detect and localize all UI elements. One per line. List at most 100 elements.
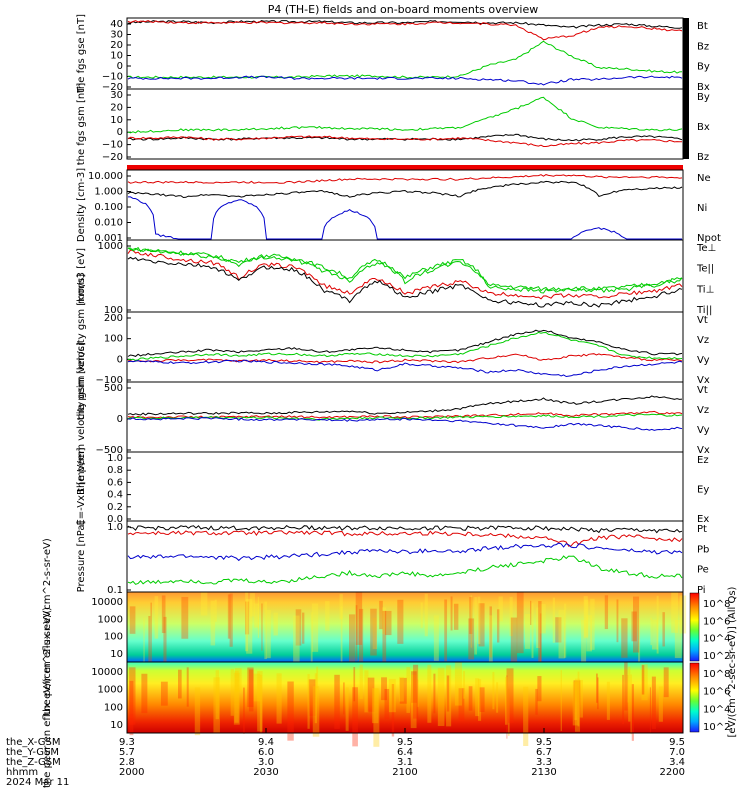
y-tick-label: 1.000 [94,187,123,198]
legend-entry: Ti⊥ [696,284,714,295]
spectrogram-band [497,609,499,642]
spectrogram-band [628,667,630,722]
spectrogram-band [478,597,481,644]
spectrogram-band [201,592,208,615]
series-line-Ti|| [128,248,682,293]
spectrogram-band [215,600,217,622]
spectrogram-band [334,675,340,729]
spectrogram-band [538,601,541,664]
y-tick-label: 0.010 [94,218,123,229]
spectrogram-band [451,596,453,630]
panel-4: 1000 100 mom3 [eV] Te⊥ Te|| Ti⊥ Ti|| [76,240,716,316]
y-tick-label: 500 [104,383,123,394]
spectrogram-band [532,603,534,658]
spectrogram-band [530,601,531,625]
spectrogram-band [454,604,458,630]
series-line-Pe [128,556,682,584]
y-tick-label: 30 [110,30,123,41]
spectrogram-band [316,667,318,689]
spectrogram-band [161,682,168,706]
y-tick-label: 10000 [91,597,123,608]
spectrogram-band [433,674,435,714]
spectrogram-band [659,686,663,721]
colorbar [690,593,699,661]
y-tick-label: 10 [110,51,123,62]
y-tick-label: 1000 [98,241,123,252]
spectrogram-band [447,675,449,711]
legend-entry: Pb [697,544,709,555]
spectrogram-band [130,681,134,735]
spectrogram-band [425,594,428,636]
legend-entry: By [697,62,710,73]
colorbar-label: [eV/(cm^2-sec-sr-eV)] (All Qs) [727,586,738,737]
panel-frame [127,452,683,521]
spectrogram-band [343,682,344,714]
figure-title: P4 (TH-E) fields and on-board moments ov… [268,3,539,16]
y-tick-label: 0.1 [107,585,123,596]
spectrogram-band [617,599,619,642]
x-tick-label: 2200 [660,767,685,778]
legend-entry: Pt [697,524,707,535]
legend-entry: Vy [697,355,710,366]
y-axis-label: E=-VxB [mV/m] [76,447,87,525]
spectrogram-band [231,669,234,716]
series-line-Te⊥ [128,250,682,299]
y-tick-label: 1.0 [107,453,123,464]
spectrogram-band [260,675,262,733]
spectrogram-band [622,675,624,724]
y-tick-label: 0 [117,61,123,72]
series-line-Ni [128,181,682,197]
series-line-Bx [128,134,682,141]
bottom-axis: the_X-GSMthe_Y-GSMthe_Z-GSMhhmm2024 Mar … [6,728,685,788]
legend-entry: Te|| [696,264,714,275]
y-tick-label: 10 [110,115,123,126]
spectrogram-band [480,687,485,712]
spectrogram-band [247,668,253,708]
y-tick-label: 20 [110,102,123,113]
spectrogram-band [187,667,189,706]
spectrogram-band [650,618,652,645]
spectrogram-band [178,670,182,699]
spectrogram-band [370,609,377,656]
spectrogram-band [356,605,358,661]
spectrogram-band [148,616,150,663]
y-tick-label: 1000 [98,614,123,625]
x-tick-label: 2130 [531,767,556,778]
series-line-Pi [128,543,682,560]
y-tick-label: 100 [104,334,123,345]
spectrogram-band [605,595,608,629]
spectrogram-band [607,682,610,720]
spectrogram-band [273,613,277,636]
y-tick-label: 0.100 [94,202,123,213]
spectrogram-band [382,611,386,667]
spectrogram-band [195,687,200,735]
spectrogram-band [671,592,678,633]
y-axis-label: Pressure [nPa] [76,521,87,593]
x-tick-label: 2100 [392,767,417,778]
y-tick-label: 200 [104,313,123,324]
series-line-By [128,97,682,133]
spectrogram-band [553,598,555,643]
y-axis-label: the fgs gse [nT] [76,14,87,93]
spectrogram-band [234,671,238,723]
legend-entry: Bt [697,21,708,32]
panel-frame [127,170,683,240]
y-tick-label: 0.2 [107,502,123,513]
panel-frame [127,312,683,382]
y-tick-label: 10.000 [88,171,123,182]
series-line-Pt [128,526,682,533]
spectrogram-band [211,601,216,646]
series-line-Vt [128,396,682,415]
fill-bar [683,18,689,89]
spectrogram-band [662,612,664,646]
legend-entry: Vy [697,425,710,436]
y-tick-label: 10000 [91,667,123,678]
spectrogram-band [575,679,580,732]
spectrogram-band [312,604,318,652]
spectrogram-band [535,689,537,715]
spectrogram-band [397,600,403,644]
axis-row-label: 2024 Mar 11 [6,777,69,788]
spectrogram-band [359,609,363,670]
series-line-Vx [128,360,682,376]
spectrogram-band [246,599,252,654]
